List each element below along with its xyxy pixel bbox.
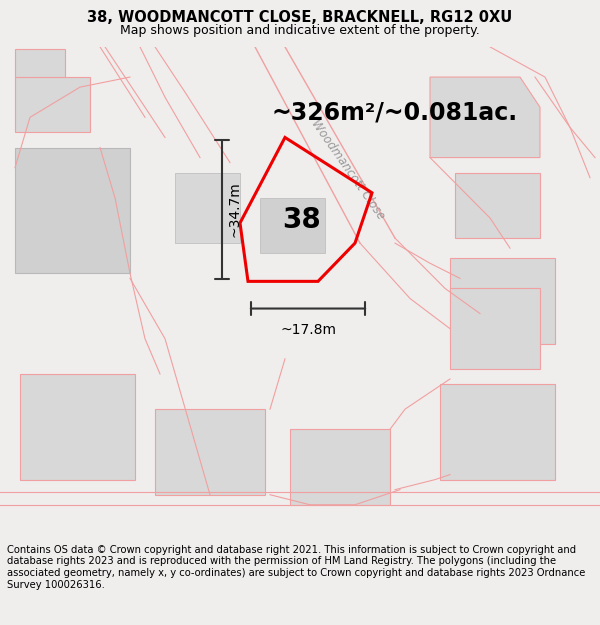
Polygon shape — [450, 288, 540, 369]
Text: ~326m²/~0.081ac.: ~326m²/~0.081ac. — [272, 100, 518, 124]
Text: Contains OS data © Crown copyright and database right 2021. This information is : Contains OS data © Crown copyright and d… — [7, 545, 586, 589]
Polygon shape — [440, 384, 555, 479]
Text: ~34.7m: ~34.7m — [228, 181, 242, 238]
Polygon shape — [430, 77, 540, 158]
Polygon shape — [290, 429, 390, 505]
Polygon shape — [15, 148, 130, 273]
Polygon shape — [15, 49, 65, 77]
Text: ~17.8m: ~17.8m — [280, 322, 336, 337]
Polygon shape — [260, 198, 325, 253]
Polygon shape — [450, 258, 555, 344]
Text: Woodmancott Close: Woodmancott Close — [308, 118, 388, 222]
Text: 38: 38 — [283, 206, 322, 234]
Polygon shape — [15, 77, 90, 132]
Polygon shape — [20, 374, 135, 479]
Polygon shape — [175, 173, 240, 243]
Text: 38, WOODMANCOTT CLOSE, BRACKNELL, RG12 0XU: 38, WOODMANCOTT CLOSE, BRACKNELL, RG12 0… — [88, 10, 512, 25]
Polygon shape — [455, 173, 540, 238]
Text: Map shows position and indicative extent of the property.: Map shows position and indicative extent… — [120, 24, 480, 36]
Polygon shape — [155, 409, 265, 495]
